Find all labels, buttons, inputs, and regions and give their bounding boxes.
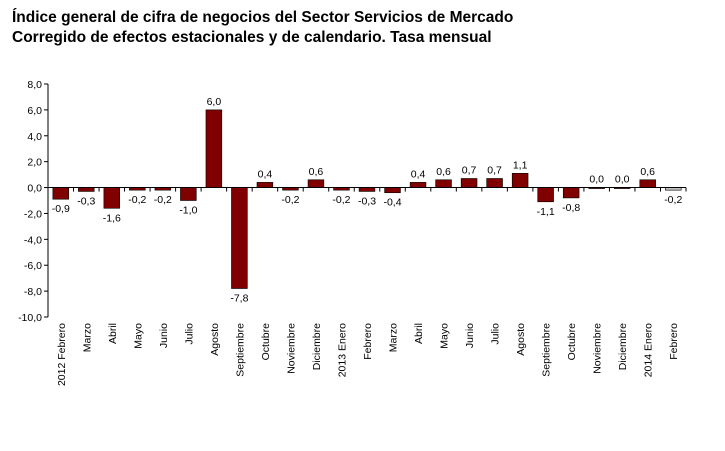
x-category-label: Mayo [439,323,451,349]
bar [511,173,529,188]
data-label: 0,0 [589,174,604,186]
bar [78,187,95,192]
x-category-label: Febrero [362,323,374,360]
x-category-label: Octubre [566,323,578,361]
x-category-label: Septiembre [234,323,246,377]
y-tick-label: 2,0 [27,157,42,169]
x-category-label: Agosto [515,323,527,356]
data-label: 0,6 [640,166,655,178]
x-category-label: Mayo [132,323,144,349]
x-category-label: Septiembre [541,323,553,377]
bar [205,109,223,188]
bar [256,182,274,188]
x-category-label: Julio [490,323,502,345]
data-label: -0,3 [358,195,376,207]
bar [103,187,121,209]
x-category-label: 2014 Enero [643,323,655,377]
data-label: -1,0 [179,205,197,217]
x-category-label: 2013 Enero [336,323,348,377]
x-category-label: Abril [413,323,425,344]
y-tick-label: -6,0 [24,260,42,272]
bar [52,187,69,200]
data-label: -0,8 [562,202,580,214]
bar [231,187,248,289]
data-label: 0,7 [462,164,477,176]
data-label: -0,4 [383,197,401,209]
data-label: 1,1 [513,159,528,171]
chart-subtitle: Corregido de efectos estacionales y de c… [12,29,492,46]
data-label: -0,2 [281,194,299,206]
bar [562,187,580,199]
chart-title-block: Índice general de cifra de negocios del … [12,8,513,48]
data-label: 6,0 [207,96,222,108]
data-label: 0,6 [309,166,324,178]
data-label: 0,4 [411,168,426,180]
x-category-label: Noviembre [285,323,297,374]
bar [180,187,197,201]
data-label: -0,2 [128,194,146,206]
bar [307,179,325,188]
data-label: 0,6 [436,166,451,178]
bar [384,187,401,194]
data-label: -0,9 [52,203,70,215]
x-category-label: Agosto [209,323,221,356]
data-label: 0,0 [615,174,630,186]
x-category-label: Febrero [668,323,680,360]
y-tick-label: -8,0 [24,286,42,298]
data-label: -1,1 [537,206,555,218]
x-category-label: Julio [183,323,195,345]
bar [409,182,427,188]
x-category-label: Junio [464,323,476,348]
data-label: 0,4 [258,168,273,180]
y-tick-label: 0,0 [27,183,42,195]
data-label: -0,2 [154,194,172,206]
x-category-label: Octubre [260,323,272,361]
x-category-label: Junio [158,323,170,348]
x-category-label: Marzo [388,323,400,352]
data-label: -1,6 [103,212,121,224]
x-category-label: 2012 Febrero [56,323,68,386]
y-tick-label: 8,0 [27,79,42,91]
x-category-label: Diciembre [311,323,323,370]
bar [358,187,376,192]
data-label: -0,2 [332,194,350,206]
bar [460,178,478,188]
data-label: -7,8 [230,293,248,305]
bar [435,179,452,188]
x-category-label: Abril [107,323,119,344]
data-label: -0,3 [77,195,95,207]
y-tick-label: -10,0 [18,312,42,324]
data-label: -0,2 [664,194,682,206]
bar [486,178,503,188]
x-category-label: Diciembre [617,323,629,370]
y-tick-label: 6,0 [27,105,42,117]
data-label: 0,7 [487,164,502,176]
bar [537,187,554,203]
chart-title: Índice general de cifra de negocios del … [12,9,514,26]
x-category-label: Marzo [81,323,93,352]
y-tick-label: -4,0 [24,234,42,246]
y-tick-label: -2,0 [24,208,42,220]
x-category-label: Noviembre [592,323,604,374]
y-tick-label: 4,0 [27,131,42,143]
bar [639,179,656,188]
